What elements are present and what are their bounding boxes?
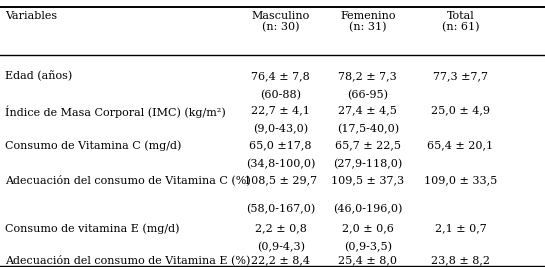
Text: (27,9-118,0): (27,9-118,0)	[333, 159, 403, 169]
Text: 76,4 ± 7,8: 76,4 ± 7,8	[251, 71, 310, 81]
Text: Consumo de vitamina E (mg/d): Consumo de vitamina E (mg/d)	[5, 223, 180, 234]
Text: (60-88): (60-88)	[260, 89, 301, 100]
Text: 108,5 ± 29,7: 108,5 ± 29,7	[244, 175, 317, 185]
Text: 65,7 ± 22,5: 65,7 ± 22,5	[335, 140, 401, 150]
Text: 22,7 ± 4,1: 22,7 ± 4,1	[251, 105, 310, 115]
Text: (0,9-4,3): (0,9-4,3)	[257, 242, 305, 252]
Text: Índice de Masa Corporal (IMC) (kg/m²): Índice de Masa Corporal (IMC) (kg/m²)	[5, 105, 226, 118]
Text: 25,0 ± 4,9: 25,0 ± 4,9	[431, 105, 490, 115]
Text: Consumo de Vitamina C (mg/d): Consumo de Vitamina C (mg/d)	[5, 140, 182, 151]
Text: (66-95): (66-95)	[347, 89, 389, 100]
Text: Femenino
(n: 31): Femenino (n: 31)	[340, 11, 396, 33]
Text: 25,4 ± 8,0: 25,4 ± 8,0	[338, 255, 397, 265]
Text: 65,4 ± 20,1: 65,4 ± 20,1	[427, 140, 494, 150]
Text: Total
(n: 61): Total (n: 61)	[442, 11, 479, 33]
Text: 65,0 ±17,8: 65,0 ±17,8	[250, 140, 312, 150]
Text: 23,8 ± 8,2: 23,8 ± 8,2	[431, 255, 490, 265]
Text: 27,4 ± 4,5: 27,4 ± 4,5	[338, 105, 397, 115]
Text: 22,2 ± 8,4: 22,2 ± 8,4	[251, 255, 310, 265]
Text: 109,5 ± 37,3: 109,5 ± 37,3	[331, 175, 404, 185]
Text: (46,0-196,0): (46,0-196,0)	[333, 204, 403, 215]
Text: (34,8-100,0): (34,8-100,0)	[246, 159, 316, 169]
Text: Adecuación del consumo de Vitamina E (%): Adecuación del consumo de Vitamina E (%)	[5, 255, 251, 266]
Text: 109,0 ± 33,5: 109,0 ± 33,5	[424, 175, 497, 185]
Text: 2,1 ± 0,7: 2,1 ± 0,7	[435, 223, 486, 233]
Text: 2,2 ± 0,8: 2,2 ± 0,8	[255, 223, 307, 233]
Text: 2,0 ± 0,6: 2,0 ± 0,6	[342, 223, 394, 233]
Text: Edad (años): Edad (años)	[5, 71, 72, 81]
Text: (9,0-43,0): (9,0-43,0)	[253, 124, 308, 135]
Text: (58,0-167,0): (58,0-167,0)	[246, 204, 316, 215]
Text: 78,2 ± 7,3: 78,2 ± 7,3	[338, 71, 397, 81]
Text: Variables: Variables	[5, 11, 58, 21]
Text: Masculino
(n: 30): Masculino (n: 30)	[252, 11, 310, 33]
Text: 77,3 ±7,7: 77,3 ±7,7	[433, 71, 488, 81]
Text: Adecuación del consumo de Vitamina C (%): Adecuación del consumo de Vitamina C (%)	[5, 175, 251, 186]
Text: (0,9-3,5): (0,9-3,5)	[344, 242, 392, 252]
Text: (17,5-40,0): (17,5-40,0)	[337, 124, 399, 135]
